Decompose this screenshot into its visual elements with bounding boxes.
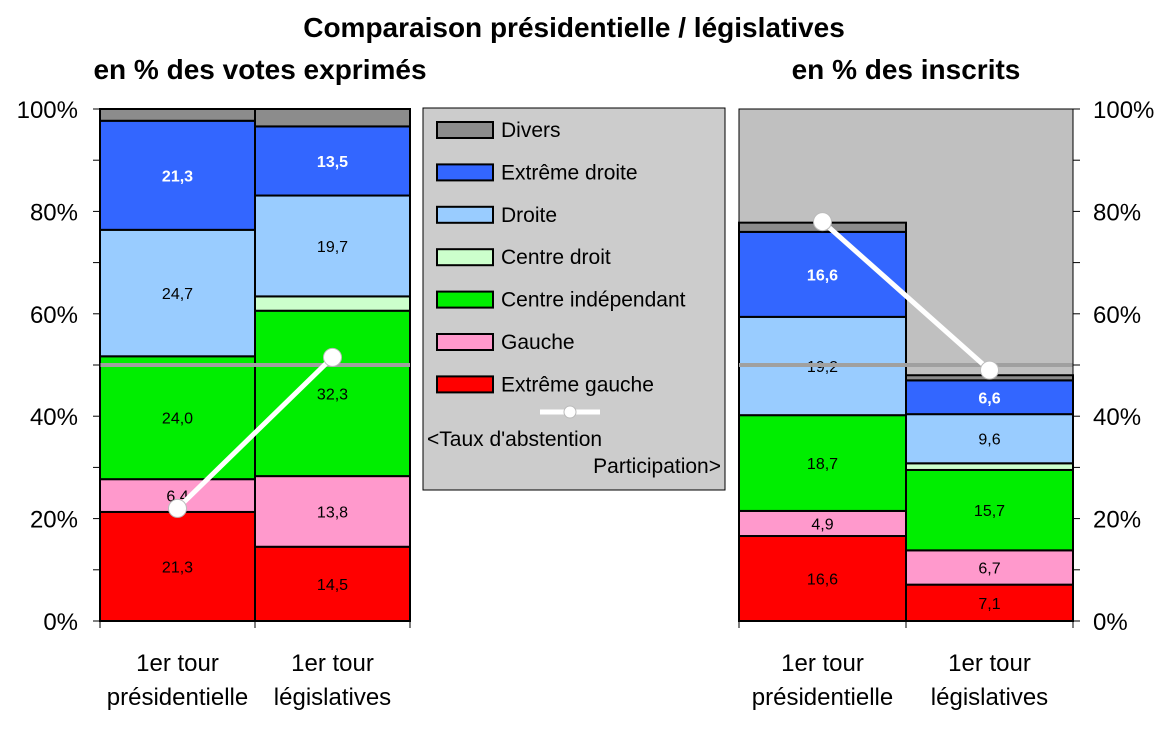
y-tick-label: 20% <box>30 507 78 534</box>
legend-item-divers: Divers <box>501 119 561 142</box>
legend-item-centre-independant: Centre indépendant <box>501 289 686 312</box>
category-label: 1er tour <box>781 650 864 677</box>
category-label: législatives <box>931 684 1048 711</box>
left-panel: 21,36,424,024,721,314,513,832,319,713,50… <box>17 97 411 711</box>
left-panel-subtitle: en % des votes exprimés <box>93 54 426 85</box>
data-label: 4,9 <box>811 516 833 533</box>
data-label: 7,1 <box>978 596 1000 613</box>
category-label: législatives <box>274 684 391 711</box>
right-panel-subtitle: en % des inscrits <box>792 54 1021 85</box>
legend-item-droite: Droite <box>501 204 557 227</box>
data-label: 21,3 <box>162 559 193 576</box>
participation-point <box>323 347 342 367</box>
participation-point <box>813 212 832 232</box>
bar-segment-gauche <box>738 509 907 538</box>
y-tick-label: 20% <box>1093 507 1141 534</box>
category-label: 1er tour <box>948 650 1031 677</box>
y-tick-label: 0% <box>1093 609 1128 636</box>
legend-swatch-gauche <box>436 333 494 351</box>
category-label: 1er tour <box>291 650 374 677</box>
legend-swatch-centre-droit <box>436 248 494 267</box>
data-label: 19,2 <box>807 359 838 376</box>
bar-segment-centre-droit <box>254 295 411 312</box>
legend-participation-label: Participation> <box>593 455 721 478</box>
y-tick-label: 0% <box>43 609 78 636</box>
y-tick-label: 80% <box>30 199 78 226</box>
legend-item-centre-droit: Centre droit <box>501 246 611 269</box>
data-label: 16,6 <box>807 267 838 284</box>
y-tick-label: 40% <box>30 404 78 431</box>
bar-segment-divers <box>99 108 256 122</box>
bar-segment-centre-independant <box>905 468 1074 552</box>
participation-point <box>980 360 999 380</box>
y-tick-label: 80% <box>1093 199 1141 226</box>
y-tick-label: 60% <box>30 302 78 329</box>
data-label: 19,7 <box>317 239 348 256</box>
participation-point <box>168 498 187 518</box>
bar-segment-centre-independant <box>254 309 411 478</box>
legend-swatch-centre-independant <box>436 290 494 309</box>
data-label: 24,0 <box>162 411 193 428</box>
data-label: 13,5 <box>317 154 348 171</box>
legend: Divers Extrême droite Droite Centre droit Ce… <box>422 107 726 491</box>
bar-segment-extreme-droite <box>99 119 256 231</box>
y-tick-label: 60% <box>1093 302 1141 329</box>
data-label: 9,6 <box>978 432 1000 449</box>
bar-segment-extreme-gauche <box>905 583 1074 623</box>
right-panel: 16,6 4,9 18,7 19,2 16,6 7,1 6,7 15,7 9,6 6,6 0% 20%… <box>738 97 1154 711</box>
bar-segment-extreme-droite <box>254 125 411 197</box>
data-label: 24,7 <box>162 286 193 303</box>
participation-line <box>820 219 992 372</box>
bar-segment-extreme-gauche <box>99 510 256 622</box>
legend-swatch-divers <box>436 121 494 139</box>
legend-swatch-extreme-droite <box>436 163 494 182</box>
y-tick-label: 40% <box>1093 404 1141 431</box>
data-label: 14,5 <box>317 577 348 594</box>
legend-item-extreme-droite: Extrême droite <box>501 161 638 184</box>
bar-segment-extreme-gauche <box>254 545 411 623</box>
data-label: 16,6 <box>807 572 838 589</box>
legend-swatch-extreme-gauche <box>436 375 494 394</box>
bar-segment-extreme-droite <box>905 379 1074 416</box>
category-label: 1er tour <box>136 650 219 677</box>
legend-item-extreme-gauche: Extrême gauche <box>501 373 654 396</box>
y-tick-label: 100% <box>1093 97 1154 124</box>
legend-abstention-label: <Taux d'abstention <box>427 428 602 451</box>
chart-title: Comparaison présidentielle / législative… <box>303 12 845 43</box>
data-label: 13,8 <box>317 504 348 521</box>
bar-segment-divers <box>254 108 411 128</box>
data-label: 18,7 <box>807 456 838 473</box>
category-label: présidentielle <box>107 684 248 711</box>
legend-line-marker <box>563 405 577 419</box>
data-label: 6,7 <box>978 560 1000 577</box>
legend-item-gauche: Gauche <box>501 331 575 354</box>
bar-segment-droite <box>254 194 411 298</box>
bar-segment-gauche <box>254 475 411 548</box>
legend-swatch-droite <box>436 205 494 224</box>
data-label: 21,3 <box>162 168 193 185</box>
data-label: 32,3 <box>317 386 348 403</box>
bar-segment-extreme-gauche <box>738 535 907 622</box>
data-label: 15,7 <box>974 503 1005 520</box>
participation-line <box>175 355 335 511</box>
category-label: présidentielle <box>752 684 893 711</box>
data-label: 6,6 <box>978 390 1000 407</box>
y-tick-label: 100% <box>17 97 78 124</box>
